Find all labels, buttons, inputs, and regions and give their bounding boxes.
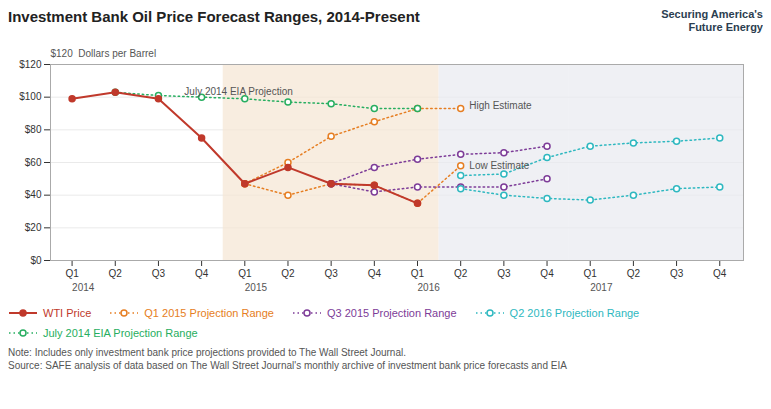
- html-text:Securing America's: Securing America's: [661, 8, 763, 20]
- svg-text:Q1: Q1: [238, 268, 252, 279]
- svg-text:Q4: Q4: [368, 268, 382, 279]
- svg-text:Q3: Q3: [324, 268, 338, 279]
- svg-text:Low Estimate: Low Estimate: [469, 160, 529, 171]
- svg-text:Q4: Q4: [713, 268, 727, 279]
- svg-text:2015: 2015: [245, 282, 268, 293]
- svg-text:$40: $40: [25, 189, 42, 200]
- svg-text:Q3: Q3: [152, 268, 166, 279]
- svg-text:Q2: Q2: [454, 268, 468, 279]
- svg-text:$120 Dollars per Barrel: $120 Dollars per Barrel: [51, 48, 157, 59]
- svg-text:$60: $60: [25, 157, 42, 168]
- svg-text:$120: $120: [19, 59, 42, 70]
- svg-text:$20: $20: [25, 222, 42, 233]
- svg-text:$80: $80: [25, 124, 42, 135]
- svg-text:Q3: Q3: [497, 268, 511, 279]
- svg-text:2016: 2016: [418, 282, 441, 293]
- html-text:WTI Price: WTI Price: [43, 307, 92, 319]
- html-text:Q2 2016 Projection Range: Q2 2016 Projection Range: [509, 307, 640, 319]
- svg-text:Q2: Q2: [281, 268, 295, 279]
- svg-text:Q1: Q1: [584, 268, 598, 279]
- svg-text:2017: 2017: [590, 282, 613, 293]
- svg-text:Q1: Q1: [411, 268, 425, 279]
- html-text:Source: SAFE analysis of data: Source: SAFE analysis of data based on T…: [8, 360, 567, 371]
- svg-text:$100: $100: [19, 91, 42, 102]
- html-text:Q1 2015 Projection Range: Q1 2015 Projection Range: [144, 307, 274, 319]
- html-text:Note: Includes only investment: Note: Includes only investment bank pric…: [8, 347, 406, 358]
- svg-text:Q3: Q3: [670, 268, 684, 279]
- html-text:July 2014 EIA Projection Range: July 2014 EIA Projection Range: [43, 327, 198, 339]
- html-text:Future Energy: Future Energy: [688, 21, 763, 33]
- svg-text:Q2: Q2: [627, 268, 641, 279]
- svg-text:Q2: Q2: [109, 268, 123, 279]
- svg-text:2014: 2014: [72, 282, 95, 293]
- svg-text:High Estimate: High Estimate: [469, 100, 532, 111]
- svg-text:Q4: Q4: [540, 268, 554, 279]
- svg-text:Q4: Q4: [195, 268, 209, 279]
- svg-text:$0: $0: [30, 255, 42, 266]
- html-text:Q3 2015 Projection Range: Q3 2015 Projection Range: [326, 307, 457, 319]
- svg-text:Q1: Q1: [65, 268, 79, 279]
- html-text:Investment Bank Oil Price Fore: Investment Bank Oil Price Forecast Range…: [8, 8, 420, 25]
- svg-text:July 2014 EIA Projection: July 2014 EIA Projection: [184, 86, 292, 97]
